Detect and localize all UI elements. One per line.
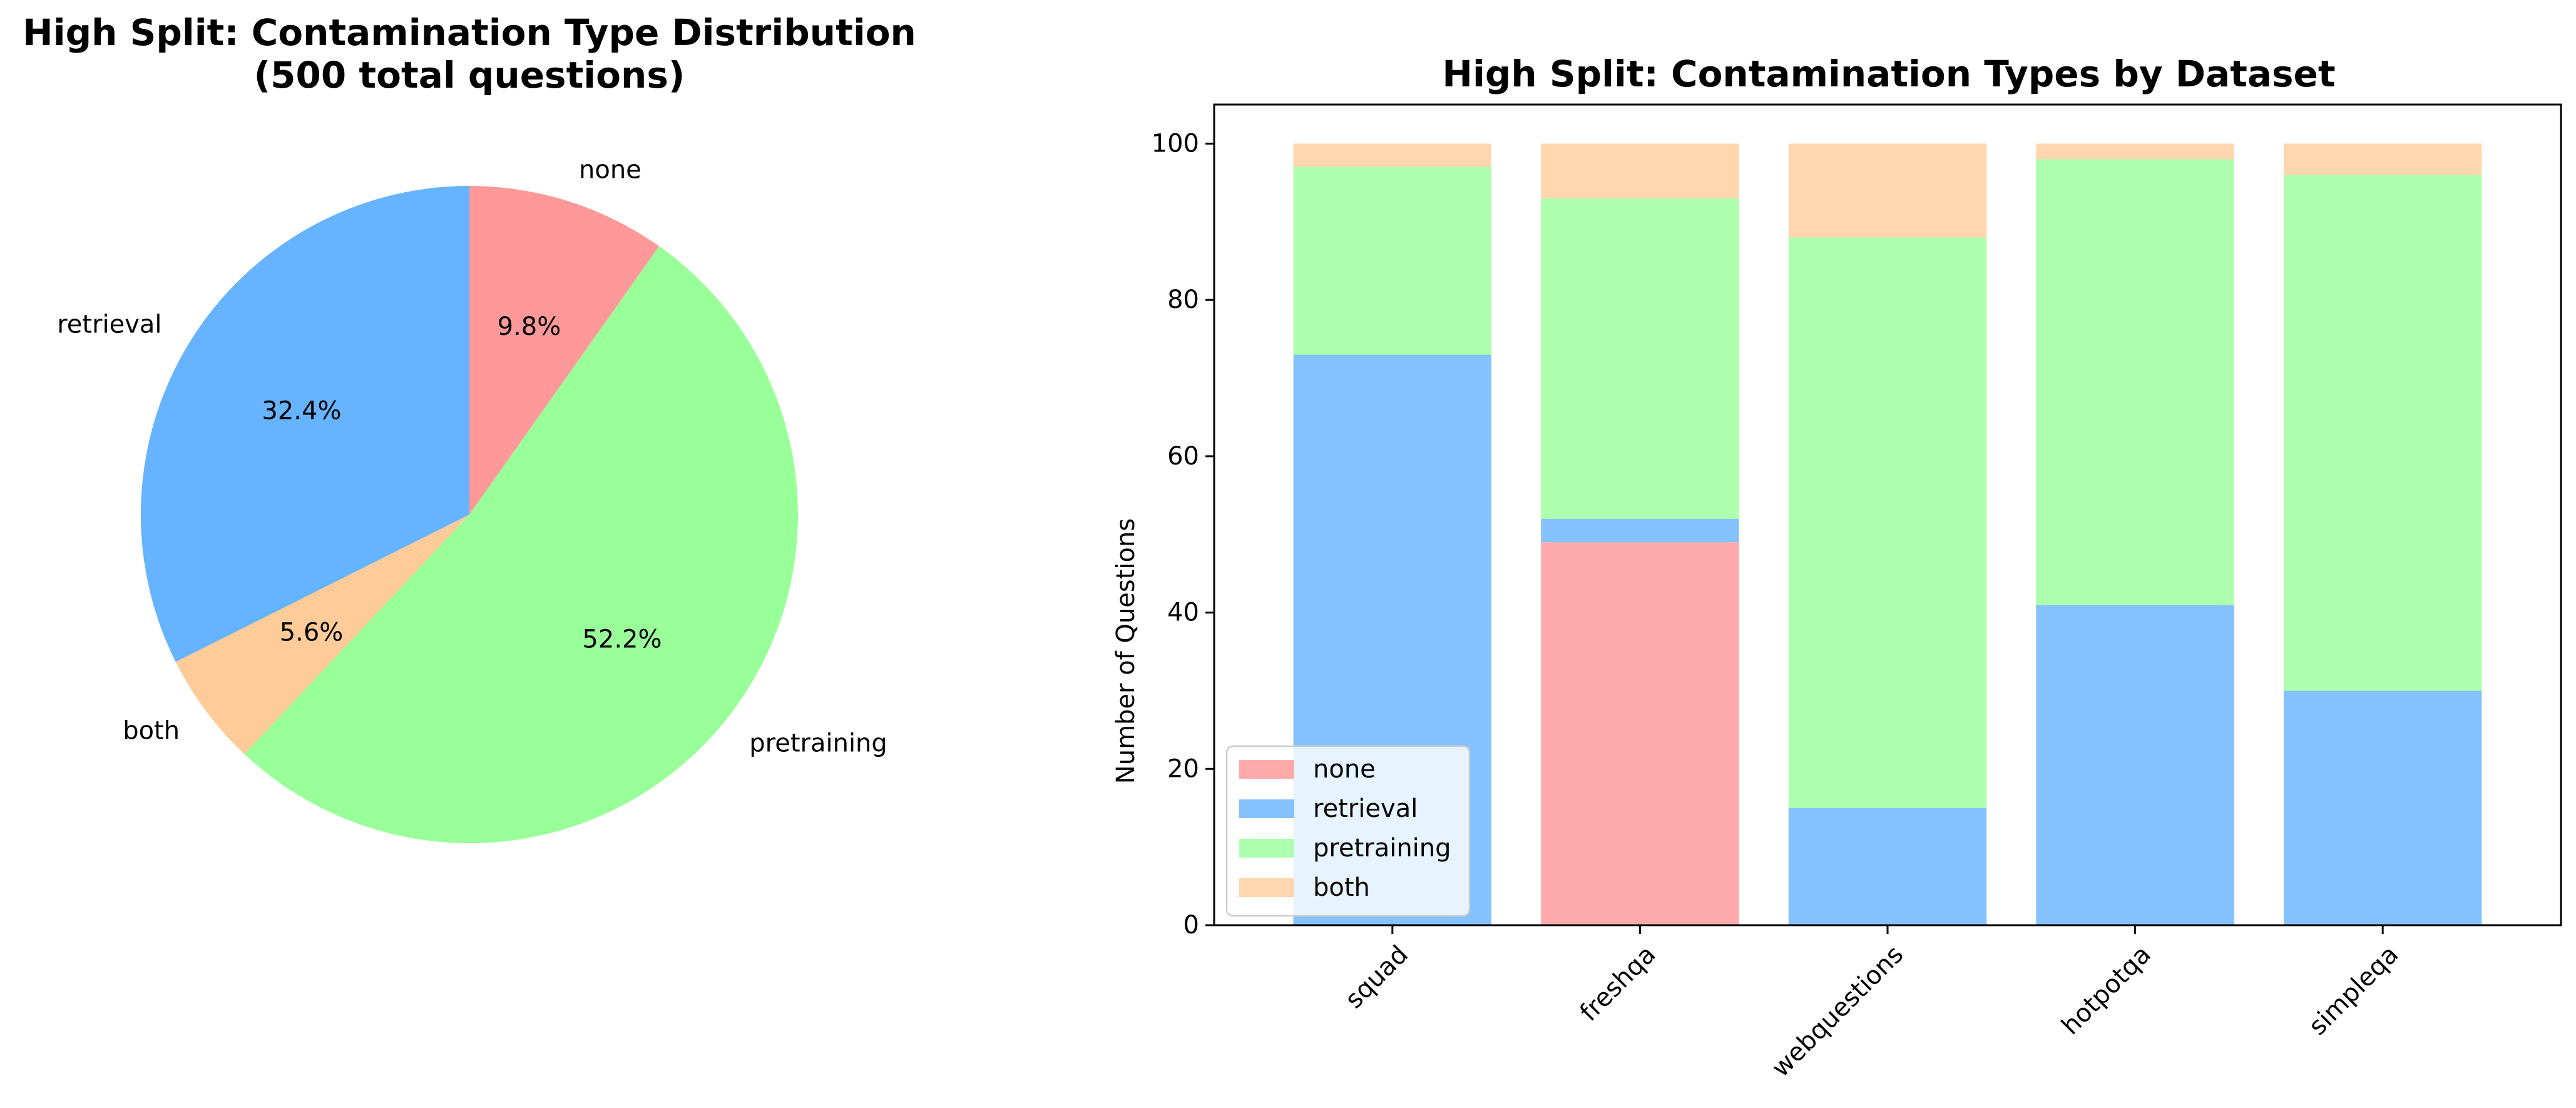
y-axis-ticks: 0 20 40 60 80 100 [1152,129,1214,940]
pie-labels: 9.8% none 52.2% pretraining 5.6% both 32.4% ret… [57,156,887,758]
y-tick-label: 20 [1167,754,1199,783]
bar-simpleqa-pretraining [2283,175,2482,691]
y-tick-label: 80 [1167,285,1199,314]
y-axis-label: Number of Questions [1112,518,1140,784]
bar-freshqa-none [1541,542,1739,925]
legend-swatch-both [1239,878,1294,897]
bar-simpleqa-retrieval [2283,690,2482,925]
pie-chart-panel: High Split: Contamination Type Distribut… [23,11,916,844]
pie-label-none: none [579,156,641,185]
pie-slice-none [469,186,660,515]
legend: none retrieval pretraining both [1225,745,1471,917]
bar-series [1293,143,2482,925]
bar-freshqa-retrieval [1541,518,1739,543]
bar-freshqa-both [1541,143,1739,198]
bar-webquestions-retrieval [1788,808,1987,925]
legend-swatch-retrieval [1239,799,1294,818]
bar-webquestions-pretraining [1788,237,1987,808]
bar-hotpotqa-pretraining [2036,159,2234,605]
pie-pct-retrieval: 32.4% [262,397,341,426]
bar-chart-panel: High Split: Contamination Types by Datas… [1112,53,2562,1083]
pie-slice-both [175,515,469,754]
pie-slice-pretraining [244,246,799,844]
bar-hotpotqa-both [2036,143,2234,160]
bar-hotpotqa-retrieval [2036,605,2234,925]
x-tick-label-webquestions: webquestions [1766,940,1909,1083]
x-tick-label-simpleqa: simpleqa [2303,940,2404,1041]
bar-freshqa-pretraining [1541,198,1739,519]
pie-pct-pretraining: 52.2% [582,625,662,654]
y-tick-label: 0 [1183,911,1199,940]
x-tick-label-hotpotqa: hotpotqa [2056,940,2156,1040]
legend-label-both: both [1313,873,1370,902]
y-tick-label: 40 [1167,598,1199,627]
legend-label-retrieval: retrieval [1313,794,1418,823]
bar-title: High Split: Contamination Types by Datas… [1442,53,2335,95]
legend-label-none: none [1313,755,1376,784]
y-tick-label: 100 [1152,129,1199,158]
bar-simpleqa-both [2283,143,2482,175]
y-tick-label: 60 [1167,442,1199,471]
pie-slice-retrieval [140,186,470,662]
pie-label-both: both [123,716,180,745]
pie-title: High Split: Contamination Type Distribut… [23,11,916,54]
bar-webquestions-both [1788,143,1987,238]
x-tick-label-squad: squad [1340,940,1414,1014]
legend-swatch-none [1239,760,1294,779]
pie-pct-both: 5.6% [280,618,344,647]
x-tick-label-freshqa: freshqa [1575,940,1662,1027]
x-axis-ticks: squad freshqa webquestions hotpotqa simpleqa [1340,925,2404,1083]
bar-squad-both [1293,143,1492,167]
pie-label-retrieval: retrieval [57,310,161,339]
pie-slices [140,186,799,844]
legend-swatch-pretraining [1239,839,1294,858]
pie-pct-none: 9.8% [498,312,561,341]
legend-box [1225,745,1471,917]
pie-subtitle: (500 total questions) [254,54,685,96]
pie-label-pretraining: pretraining [749,729,887,757]
bar-squad-pretraining [1293,167,1492,355]
legend-label-pretraining: pretraining [1313,834,1451,863]
